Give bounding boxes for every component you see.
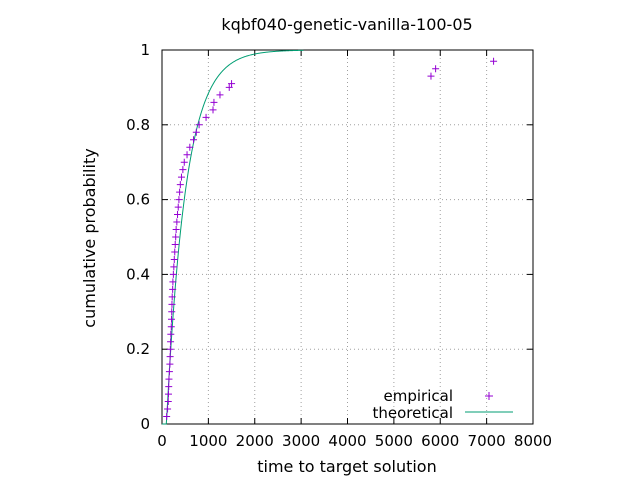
empirical-point: [168, 308, 176, 316]
empirical-point: [195, 121, 203, 129]
theoretical-curve: [162, 49, 304, 425]
legend-label-empirical: empirical: [384, 387, 453, 405]
empirical-point: [168, 315, 176, 323]
empirical-point: [432, 65, 440, 73]
empirical-point: [169, 270, 177, 278]
empirical-point: [169, 278, 177, 286]
empirical-point: [170, 263, 178, 271]
empirical-point: [173, 218, 181, 226]
empirical-point: [164, 405, 172, 413]
legend-label-theoretical: theoretical: [372, 404, 453, 422]
y-tick-label: 1: [140, 41, 150, 59]
empirical-point: [167, 338, 175, 346]
tick-labels: 0 1000 2000 3000 4000 5000 6000 7000 8000 0 0.2 0.4…: [126, 41, 552, 450]
empirical-point: [192, 128, 200, 136]
empirical-point: [163, 413, 171, 421]
series-layer: [162, 49, 498, 425]
x-tick-label: 5000: [375, 432, 413, 450]
x-tick-label: 6000: [421, 432, 459, 450]
empirical-point: [170, 255, 178, 263]
empirical-point: [216, 91, 224, 99]
axis-ticks: [161, 49, 534, 425]
empirical-point: [169, 285, 177, 293]
x-tick-label: 3000: [282, 432, 320, 450]
empirical-point: [166, 360, 174, 368]
empirical-point: [168, 293, 176, 301]
empirical-point: [225, 83, 233, 91]
empirical-point: [490, 57, 498, 65]
empirical-point: [166, 345, 174, 353]
empirical-point: [171, 248, 179, 256]
empirical-point: [177, 173, 185, 181]
empirical-point: [165, 383, 173, 391]
empirical-point: [174, 211, 182, 219]
y-tick-label: 0.8: [126, 116, 150, 134]
empirical-point: [186, 143, 194, 151]
grid-lines: [162, 50, 533, 424]
empirical-point: [164, 398, 172, 406]
empirical-point: [167, 330, 175, 338]
empirical-point: [175, 196, 183, 204]
empirical-point: [176, 181, 184, 189]
empirical-point: [210, 98, 218, 106]
empirical-point: [164, 390, 172, 398]
legend-marker-empirical: [485, 392, 493, 400]
chart-title: kqbf040-genetic-vanilla-100-05: [221, 15, 472, 34]
empirical-point: [171, 240, 179, 248]
x-tick-label: 2000: [236, 432, 274, 450]
x-tick-label: 4000: [328, 432, 366, 450]
x-tick-label: 0: [157, 432, 167, 450]
x-tick-label: 1000: [189, 432, 227, 450]
empirical-point: [172, 226, 180, 234]
y-tick-label: 0.2: [126, 340, 150, 358]
empirical-point: [427, 72, 435, 80]
x-tick-label: 8000: [514, 432, 552, 450]
empirical-point: [174, 203, 182, 211]
empirical-point: [172, 233, 180, 241]
empirical-point: [183, 151, 191, 159]
y-tick-label: 0.4: [126, 265, 150, 283]
y-tick-label: 0.6: [126, 191, 150, 209]
empirical-point: [176, 188, 184, 196]
x-axis-label: time to target solution: [257, 457, 436, 476]
empirical-point: [202, 113, 210, 121]
empirical-point: [167, 323, 175, 331]
empirical-point: [166, 353, 174, 361]
empirical-point: [168, 300, 176, 308]
x-tick-label: 7000: [468, 432, 506, 450]
empirical-point: [228, 80, 236, 88]
y-tick-label: 0: [140, 415, 150, 433]
empirical-point: [165, 375, 173, 383]
empirical-point: [179, 166, 187, 174]
empirical-point: [180, 158, 188, 166]
empirical-point: [190, 136, 198, 144]
y-axis-label: cumulative probability: [80, 148, 99, 327]
empirical-point: [165, 368, 173, 376]
empirical-point: [209, 106, 217, 114]
